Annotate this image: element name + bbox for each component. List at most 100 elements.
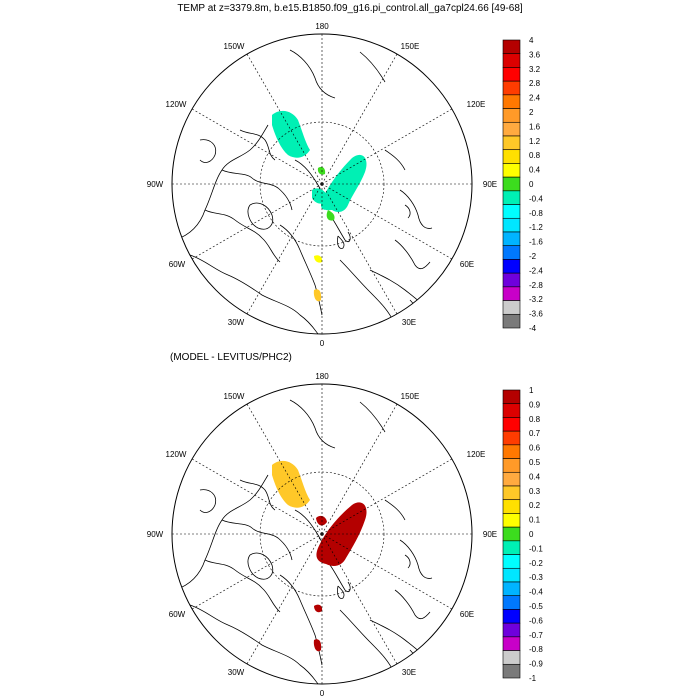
lon-label-60w: 60W [169,610,186,619]
patch-green-b [317,166,326,175]
colorbar-swatch [502,650,521,665]
colorbar-swatch [502,513,521,528]
colorbar-label: -0.3 [529,573,543,582]
colorbar-swatch [502,417,521,432]
colorbar-label: 0.3 [529,487,541,496]
lon-label-120e: 120E [467,450,486,459]
longitude-labels: 180 150E 120E 90E 60E 30E 0 30W 60W 90W … [147,22,497,348]
colorbar-label: 2.8 [529,79,541,88]
colorbar-label: 1.6 [529,122,541,131]
lon-label-90e: 90E [483,530,497,539]
colorbar-swatch [502,217,521,233]
colorbar-swatch [502,554,521,569]
colorbar-label: -2.4 [529,266,543,275]
colorbar-swatch [502,272,521,288]
colorbar-label: -0.8 [529,209,543,218]
colorbar-swatch [502,286,521,301]
lon-label-30w: 30W [228,318,245,327]
colorbar-swatch [502,595,521,610]
colorbar-label: 0.6 [529,444,541,453]
lon-label-120w: 120W [166,100,187,109]
patch-fram-strait [314,255,323,263]
colorbar-label: -1.2 [529,223,543,232]
colorbar-label: 4 [529,36,534,45]
lon-label-60e: 60E [460,610,474,619]
colorbar-label: 0.1 [529,516,541,525]
colorbar-label: -0.7 [529,631,543,640]
patch-canada-basin [272,460,310,508]
colorbar-swatch [502,245,521,260]
lon-label-30w: 30W [228,668,245,677]
colorbar-label: 3.2 [529,65,541,74]
graticule [172,34,472,334]
colorbar-label: 0.4 [529,166,541,175]
lon-label-30e: 30E [402,668,416,677]
lon-label-120e: 120E [467,100,486,109]
colorbar-label: 2.4 [529,94,541,103]
graticule [172,384,472,684]
colorbar-swatch [502,663,521,679]
colorbar-swatch [502,149,521,164]
lon-label-90w: 90W [147,180,164,189]
colorbar-label: -0.4 [529,194,543,203]
lon-label-0: 0 [320,339,325,348]
patch-greenland-sea [313,639,322,652]
patch-greenland-sea [313,289,322,302]
data-patches [272,460,367,652]
map-content [172,384,472,684]
colorbar-label: -2 [529,252,537,261]
figure-subtitle: (MODEL - LEVITUS/PHC2) [170,352,292,363]
colorbar-label: -3.6 [529,310,543,319]
colorbar-swatch [502,190,521,205]
colorbar-swatch [502,636,521,651]
colorbar-label: 0.7 [529,429,541,438]
colorbar-label: 0 [529,530,534,539]
map-panel-model: 180 150E 120E 90E 60E 30E 0 30W 60W 90W … [147,22,497,348]
colorbar-swatch [502,135,521,151]
lon-label-60w: 60W [169,260,186,269]
colorbar-swatch [502,94,521,109]
map-border [171,383,473,685]
colorbar-label: 0.9 [529,400,541,409]
colorbar-label: 0.2 [529,501,541,510]
colorbar-label: 0.5 [529,458,541,467]
lon-label-120w: 120W [166,450,187,459]
colorbar-swatch [502,567,521,583]
colorbar-swatch [502,53,521,68]
colorbar-label: 0.8 [529,415,541,424]
colorbar-label: -0.5 [529,602,543,611]
data-patches [272,110,367,302]
colorbar-label: -0.6 [529,616,543,625]
colorbar-swatch [502,485,521,501]
colorbar-label: -0.8 [529,645,543,654]
colorbar-swatch [502,163,521,178]
coastlines [174,399,433,684]
patch-eurasian-basin [316,502,367,566]
colorbar-swatch [502,581,521,597]
colorbar-label: -4 [529,324,537,333]
map-border [171,33,473,335]
lon-label-180: 180 [315,372,329,381]
lon-label-30e: 30E [402,318,416,327]
colorbar-swatch [502,471,521,487]
colorbar-label: 0 [529,180,534,189]
colorbar-swatch [502,403,521,418]
lon-label-180: 180 [315,22,329,31]
colorbar-swatch [502,526,521,542]
colorbar-swatch [502,300,521,315]
map-panel-difference: 180 150E 120E 90E 60E 30E 0 30W 60W 90W … [147,372,497,698]
lon-label-150e: 150E [401,42,420,51]
colorbar-label: -0.9 [529,660,543,669]
colorbar-swatch [502,622,521,638]
patch-eurasian-basin [321,154,367,213]
colorbar-swatch [502,540,521,555]
lon-label-90e: 90E [483,180,497,189]
colorbar-swatch [502,313,521,329]
colorbar-label: -1 [529,674,537,683]
lon-label-0: 0 [320,689,325,698]
colorbar-label: -2.8 [529,281,543,290]
patch-canada-basin [272,110,310,158]
patch-fram-strait [314,604,323,613]
colorbar-swatch [502,204,521,219]
